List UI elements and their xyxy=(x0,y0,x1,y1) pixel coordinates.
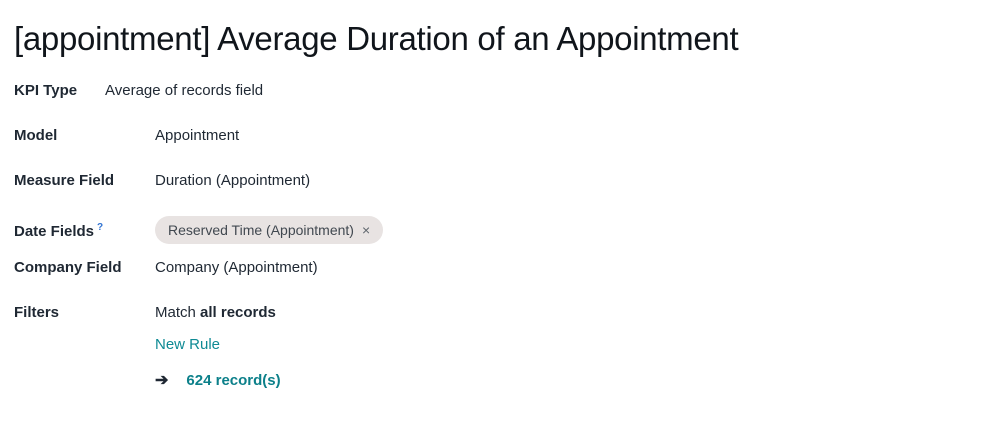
filters-content: Match all records New Rule ➔ 624 record(… xyxy=(155,303,281,391)
kpi-type-value[interactable]: Average of records field xyxy=(105,82,264,99)
date-field-tag[interactable]: Reserved Time (Appointment) × xyxy=(155,216,384,244)
field-row-measure-field: Measure Field Duration (Appointment) xyxy=(14,171,981,191)
model-value[interactable]: Appointment xyxy=(155,127,240,144)
field-row-date-fields: Date Fields? Reserved Time (Appointment)… xyxy=(14,216,981,244)
field-row-kpi-type: KPI Type Average of records field xyxy=(14,81,981,101)
company-field-label: Company Field xyxy=(14,259,122,276)
field-row-company-field: Company Field Company (Appointment) xyxy=(14,258,981,278)
date-field-tag-label: Reserved Time (Appointment) xyxy=(168,222,354,238)
date-fields-label-text: Date Fields xyxy=(14,223,95,240)
help-question-icon: ? xyxy=(97,222,104,233)
field-row-model: Model Appointment xyxy=(14,126,981,146)
measure-field-label: Measure Field xyxy=(14,172,115,189)
kpi-type-label: KPI Type xyxy=(14,82,78,99)
company-field-value[interactable]: Company (Appointment) xyxy=(155,259,318,276)
field-row-filters: Filters Match all records New Rule ➔ 624… xyxy=(14,303,981,391)
record-count-link[interactable]: 624 record(s) xyxy=(186,372,281,389)
match-prefix: Match xyxy=(155,304,201,321)
filters-match-text: Match all records xyxy=(155,303,281,323)
date-fields-label: Date Fields? xyxy=(14,218,155,242)
filters-label: Filters xyxy=(14,304,60,321)
new-rule-link[interactable]: New Rule xyxy=(155,336,221,353)
tag-remove-icon[interactable]: × xyxy=(361,222,371,238)
measure-field-value[interactable]: Duration (Appointment) xyxy=(155,172,311,189)
records-line: ➔ 624 record(s) xyxy=(155,371,281,391)
arrow-right-icon: ➔ xyxy=(155,372,169,389)
page-title: [appointment] Average Duration of an App… xyxy=(14,20,739,57)
model-label: Model xyxy=(14,127,58,144)
match-all-records: all records xyxy=(200,304,276,321)
